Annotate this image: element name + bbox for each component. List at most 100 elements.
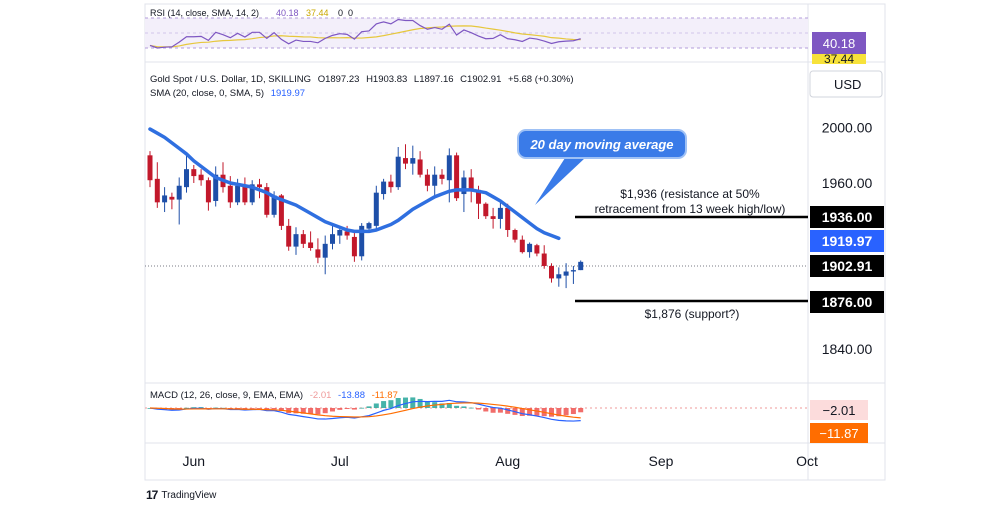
rsi-ma-price-label: 37.44	[824, 52, 854, 66]
month-tick-label: Oct	[796, 453, 818, 469]
rsi-price-label-bg	[812, 32, 866, 54]
candle-body	[205, 180, 211, 203]
tradingview-logo[interactable]: 17 TradingView	[146, 488, 216, 502]
macd-histogram-bar	[293, 408, 299, 414]
candle-body	[519, 239, 525, 253]
rsi-legend-v4: 0	[348, 8, 353, 18]
macd-legend-macd: -13.88	[338, 390, 365, 401]
support-price-label: 1876.00	[822, 294, 873, 310]
candle-body	[410, 158, 416, 164]
macd-histogram-bar	[446, 402, 452, 408]
price-tick-label: 1840.00	[822, 341, 873, 357]
macd-histogram-bar	[308, 408, 314, 414]
candle-body	[403, 158, 408, 164]
macd-histogram-bar	[300, 408, 306, 414]
candle-body	[497, 207, 503, 219]
callout-text: 20 day moving average	[529, 137, 673, 152]
resistance-note-line2: retracement from 13 week high/low)	[595, 202, 786, 216]
candle-body	[534, 245, 540, 254]
macd-histogram-bar	[534, 408, 540, 416]
candle-body	[257, 184, 262, 188]
macd-histogram-bar	[344, 408, 350, 409]
candle-body	[351, 236, 357, 257]
time-axis: Jun Jul Aug Sep Oct	[183, 453, 818, 469]
currency-button[interactable]	[809, 70, 883, 98]
macd-histogram-bar	[578, 408, 584, 413]
candle-body	[198, 174, 204, 181]
candle-body	[315, 249, 321, 258]
candle-body	[213, 174, 219, 201]
rsi-legend-ma-value: 37.44	[306, 8, 329, 18]
rsi-ma-line	[149, 25, 581, 48]
rsi-legend-value: 40.18	[276, 8, 299, 18]
macd-histogram-bar	[424, 401, 430, 408]
candle-body	[308, 242, 314, 248]
macd-histogram	[147, 397, 584, 417]
candle-body	[249, 184, 255, 203]
price-tick-label: 2000.00	[822, 120, 873, 136]
candle-body	[344, 231, 350, 236]
candle-body	[227, 185, 233, 203]
candle-body	[578, 261, 584, 271]
macd-histogram-bar	[322, 408, 328, 414]
sma-20-line	[148, 127, 561, 241]
rsi-legend: RSI (14, close, SMA, 14, 2)	[150, 8, 259, 18]
callout-pointer	[535, 158, 585, 205]
macd-histogram-bar	[271, 408, 277, 410]
candle-body	[154, 178, 160, 203]
macd-histogram-bar	[410, 397, 416, 408]
candle-body	[468, 177, 474, 189]
macd-signal-price-label-bg	[810, 423, 868, 443]
candle-body	[278, 195, 284, 226]
sma-price-label-bg	[810, 230, 884, 252]
candle-body	[512, 230, 518, 240]
macd-hist-price-label: −2.01	[823, 403, 856, 418]
candle-body	[563, 271, 569, 276]
candle-body	[424, 174, 430, 186]
macd-histogram-bar	[439, 403, 445, 408]
symbol-legend: Gold Spot / U.S. Dollar, 1D, SKILLING O1…	[150, 74, 574, 85]
macd-histogram-bar	[556, 408, 562, 417]
candle-body	[373, 192, 379, 226]
sma-legend-label: SMA (20, close, 0, SMA, 5)	[150, 88, 264, 99]
candle-body	[549, 265, 554, 279]
candle-body	[293, 234, 299, 247]
macd-histogram-bar	[395, 398, 401, 408]
month-tick-label: Sep	[649, 453, 674, 469]
macd-histogram-bar	[249, 408, 255, 409]
candle-body	[191, 169, 197, 177]
macd-histogram-bar	[505, 408, 511, 414]
macd-histogram-bar	[490, 408, 496, 413]
macd-histogram-bar	[257, 408, 262, 409]
candle-body	[461, 177, 467, 195]
candle-body	[264, 187, 270, 215]
candle-body	[337, 230, 343, 236]
ohlc-change: +5.68 (+0.30%)	[508, 74, 574, 85]
price-panel: 1840.00 1960.00 2000.00 $1,936 (resistance…	[145, 70, 884, 357]
macd-legend: MACD (12, 26, close, 9, EMA, EMA) -2.01 …	[150, 390, 398, 401]
macd-histogram-bar	[359, 407, 365, 409]
macd-histogram-bar	[403, 397, 408, 408]
macd-histogram-bar	[366, 406, 372, 408]
support-price-label-bg	[810, 291, 884, 313]
macd-histogram-bar	[184, 407, 189, 409]
candle-body	[330, 234, 335, 244]
macd-histogram-bar	[476, 408, 481, 410]
candles	[147, 144, 584, 289]
last-price-label-bg	[810, 255, 884, 277]
rsi-legend-v3: 0	[338, 8, 343, 18]
macd-histogram-bar	[527, 408, 533, 416]
tradingview-brand: TradingView	[161, 489, 217, 501]
candle-body	[271, 195, 277, 215]
candle-body	[395, 156, 401, 188]
macd-signal-price-label: −11.87	[819, 426, 858, 441]
candle-body	[169, 196, 175, 200]
candle-body	[476, 189, 481, 204]
ohlc-high: H1903.83	[366, 74, 407, 85]
macd-histogram-bar	[497, 408, 503, 413]
macd-histogram-bar	[454, 405, 460, 408]
macd-histogram-bar	[198, 407, 204, 408]
macd-histogram-bar	[264, 408, 270, 410]
price-axis-ticks: 1840.00 1960.00 2000.00	[822, 120, 873, 357]
